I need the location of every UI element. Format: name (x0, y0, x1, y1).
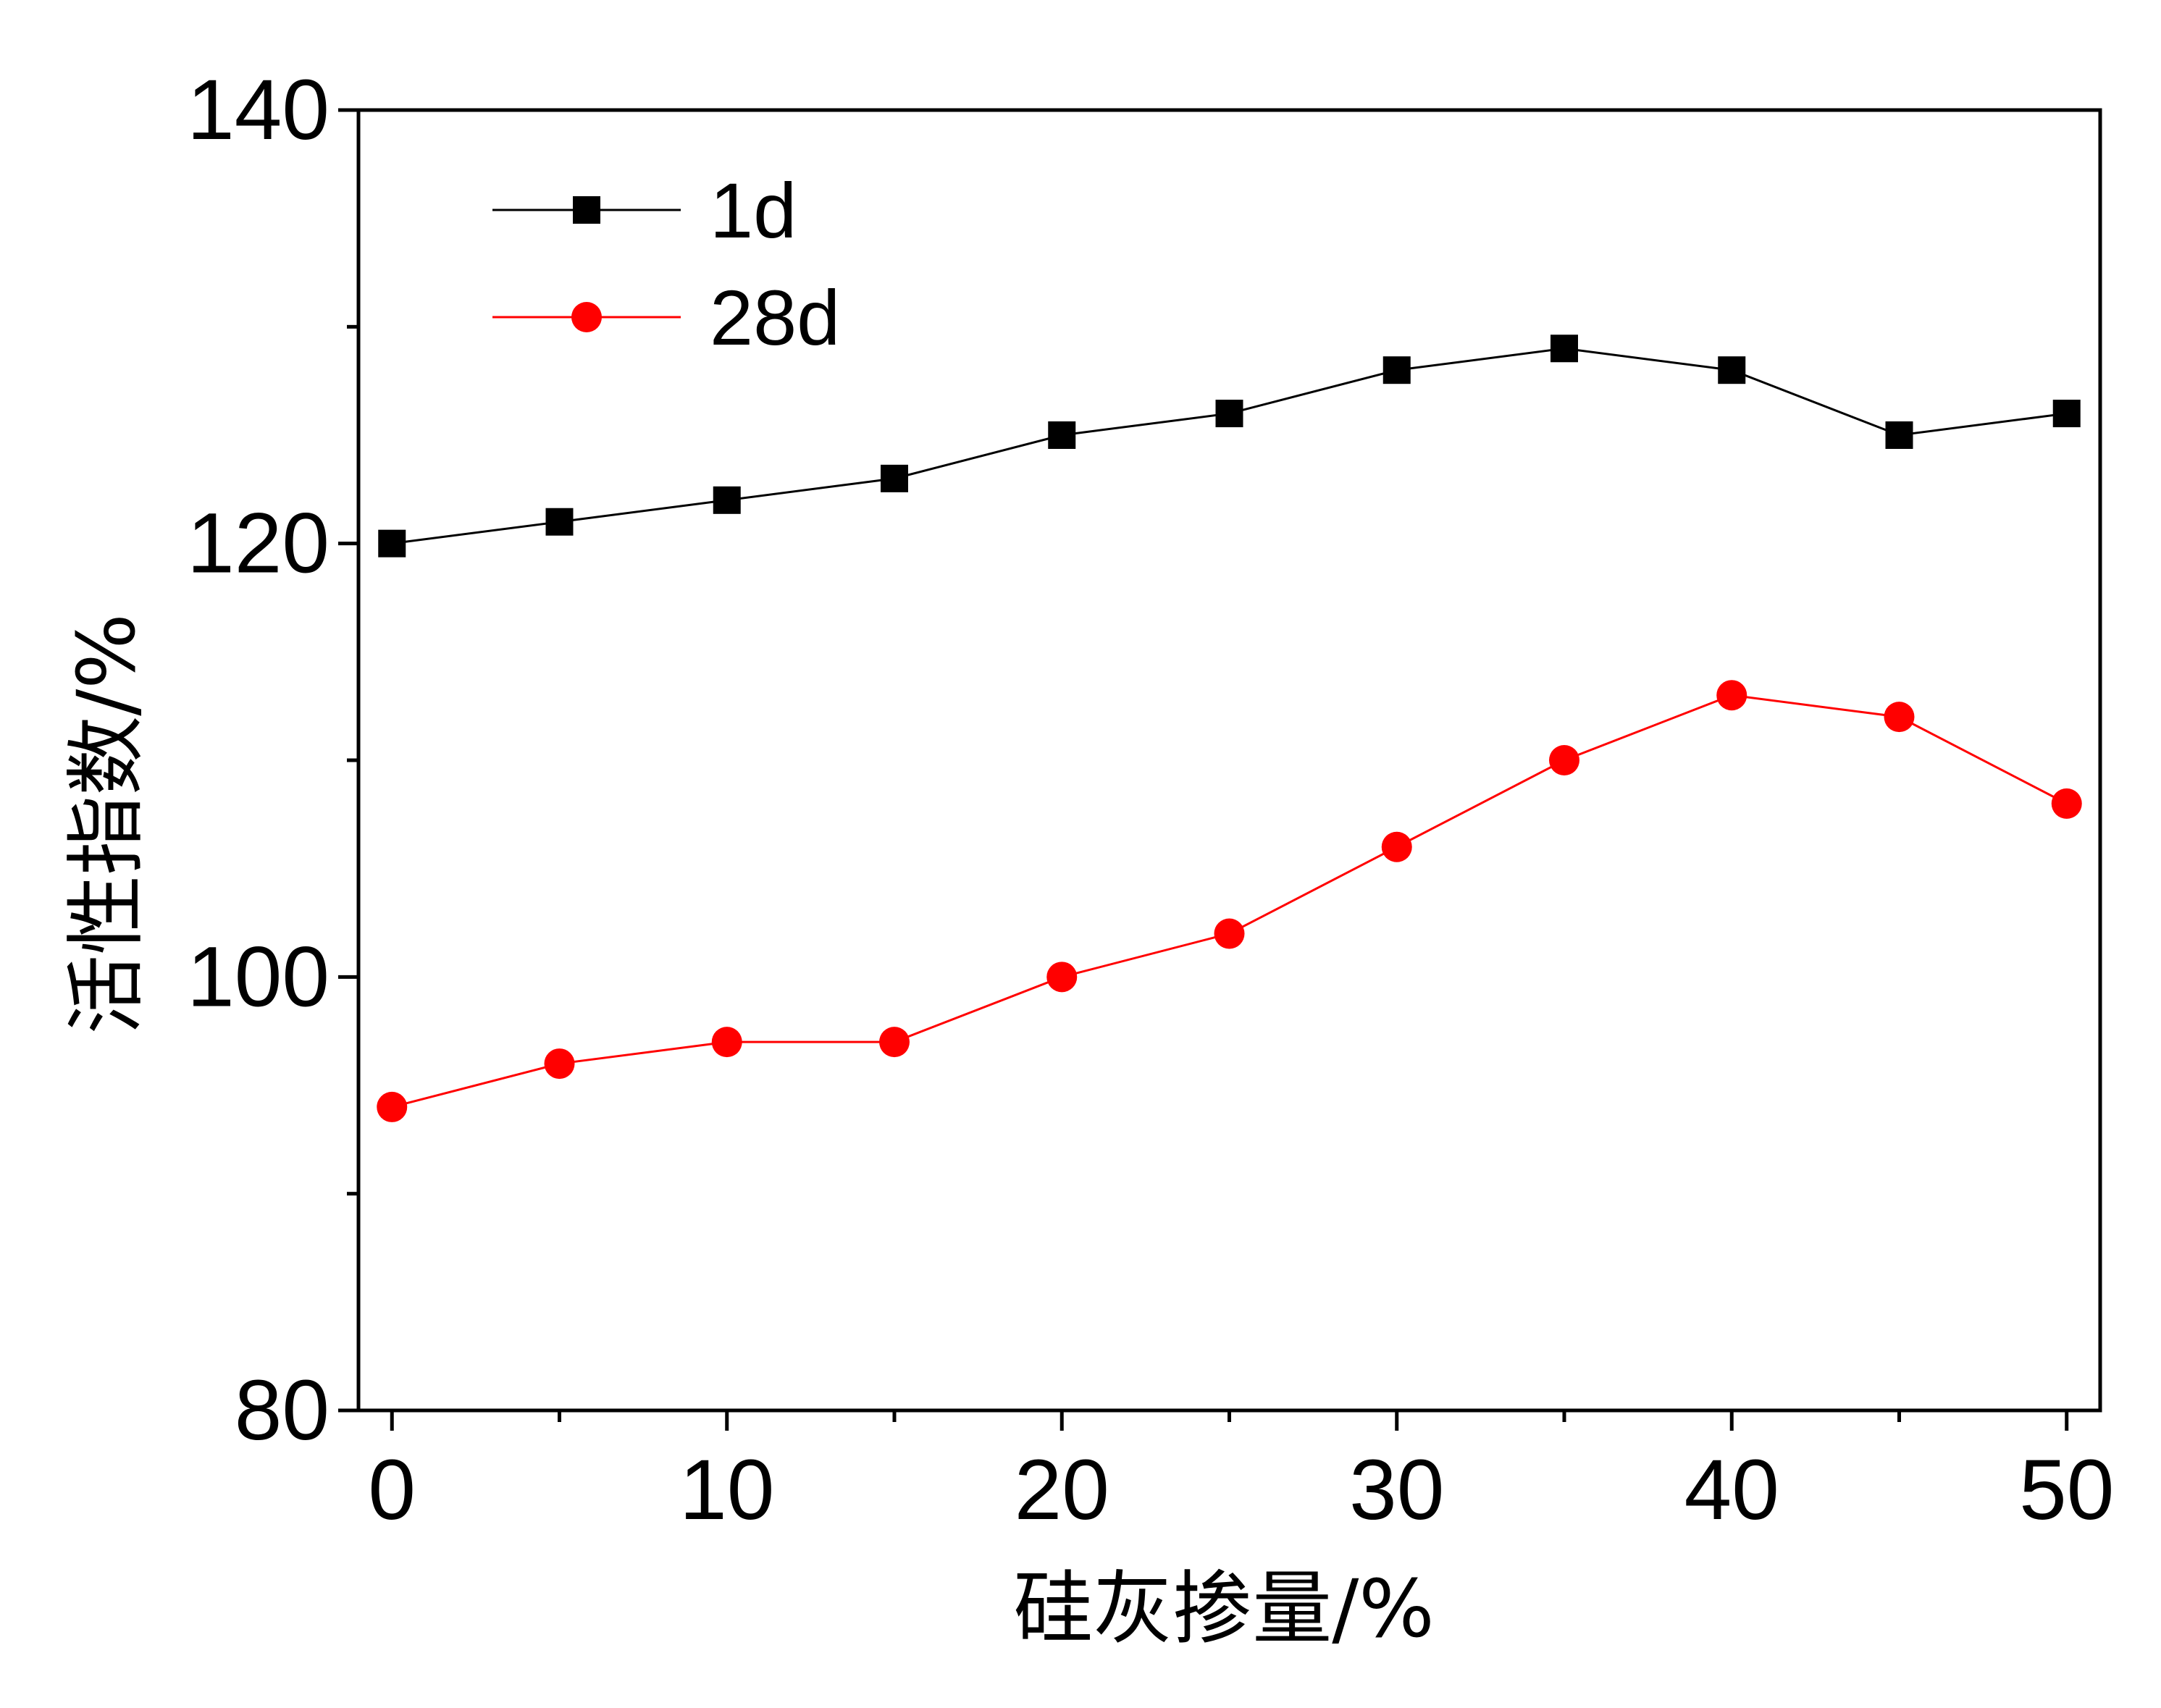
series-line (391, 694, 2068, 1108)
x-tick-label: 0 (368, 1442, 416, 1538)
data-point (1885, 421, 1913, 449)
legend-label: 1d (710, 167, 797, 254)
data-point (1215, 400, 1243, 428)
data-point (1551, 335, 1578, 363)
y-tick-label: 120 (187, 496, 330, 592)
y-tick-label: 140 (187, 62, 330, 158)
x-tick-label: 10 (679, 1442, 774, 1538)
data-point (711, 1027, 742, 1058)
data-point (1718, 356, 1746, 384)
data-point (1381, 831, 1412, 862)
series-line (392, 347, 2067, 545)
data-point (1716, 680, 1747, 711)
data-point (545, 508, 574, 536)
x-tick-label: 20 (1015, 1442, 1109, 1538)
x-tick-label: 30 (1349, 1442, 1444, 1538)
legend-label: 28d (710, 274, 840, 361)
axis-ticks: 0 10 20 30 40 50 80 100 120 140 (187, 62, 2114, 1538)
data-point (879, 1027, 910, 1058)
x-axis-title: 硅灰掺量/% (1013, 1562, 1435, 1655)
series-1d (378, 335, 2081, 558)
data-point (1048, 421, 1076, 449)
data-point (378, 529, 406, 558)
legend-item: 1d (492, 167, 797, 254)
plot-area (356, 108, 2102, 1413)
data-point (1046, 962, 1078, 993)
data-point (881, 464, 908, 492)
series-layer (377, 335, 2082, 1122)
x-tick-label: 40 (1684, 1442, 1779, 1538)
data-point (1884, 702, 1915, 733)
data-point (2052, 400, 2081, 428)
y-tick-label: 80 (235, 1363, 330, 1458)
plot-frame (356, 108, 2102, 1413)
legend-marker (571, 302, 602, 332)
data-point (2051, 788, 2082, 819)
y-tick-label: 100 (187, 929, 330, 1025)
y-axis-title: 活性指数/% (60, 613, 153, 1035)
data-point (1382, 356, 1411, 384)
x-tick-label: 50 (2019, 1442, 2114, 1538)
data-point (377, 1091, 408, 1122)
data-point (1549, 745, 1579, 775)
legend-item: 28d (492, 274, 840, 361)
data-point (544, 1048, 575, 1080)
legend-marker (573, 196, 600, 224)
series-28d (377, 680, 2082, 1122)
data-point (713, 486, 741, 514)
data-point (1214, 918, 1245, 949)
